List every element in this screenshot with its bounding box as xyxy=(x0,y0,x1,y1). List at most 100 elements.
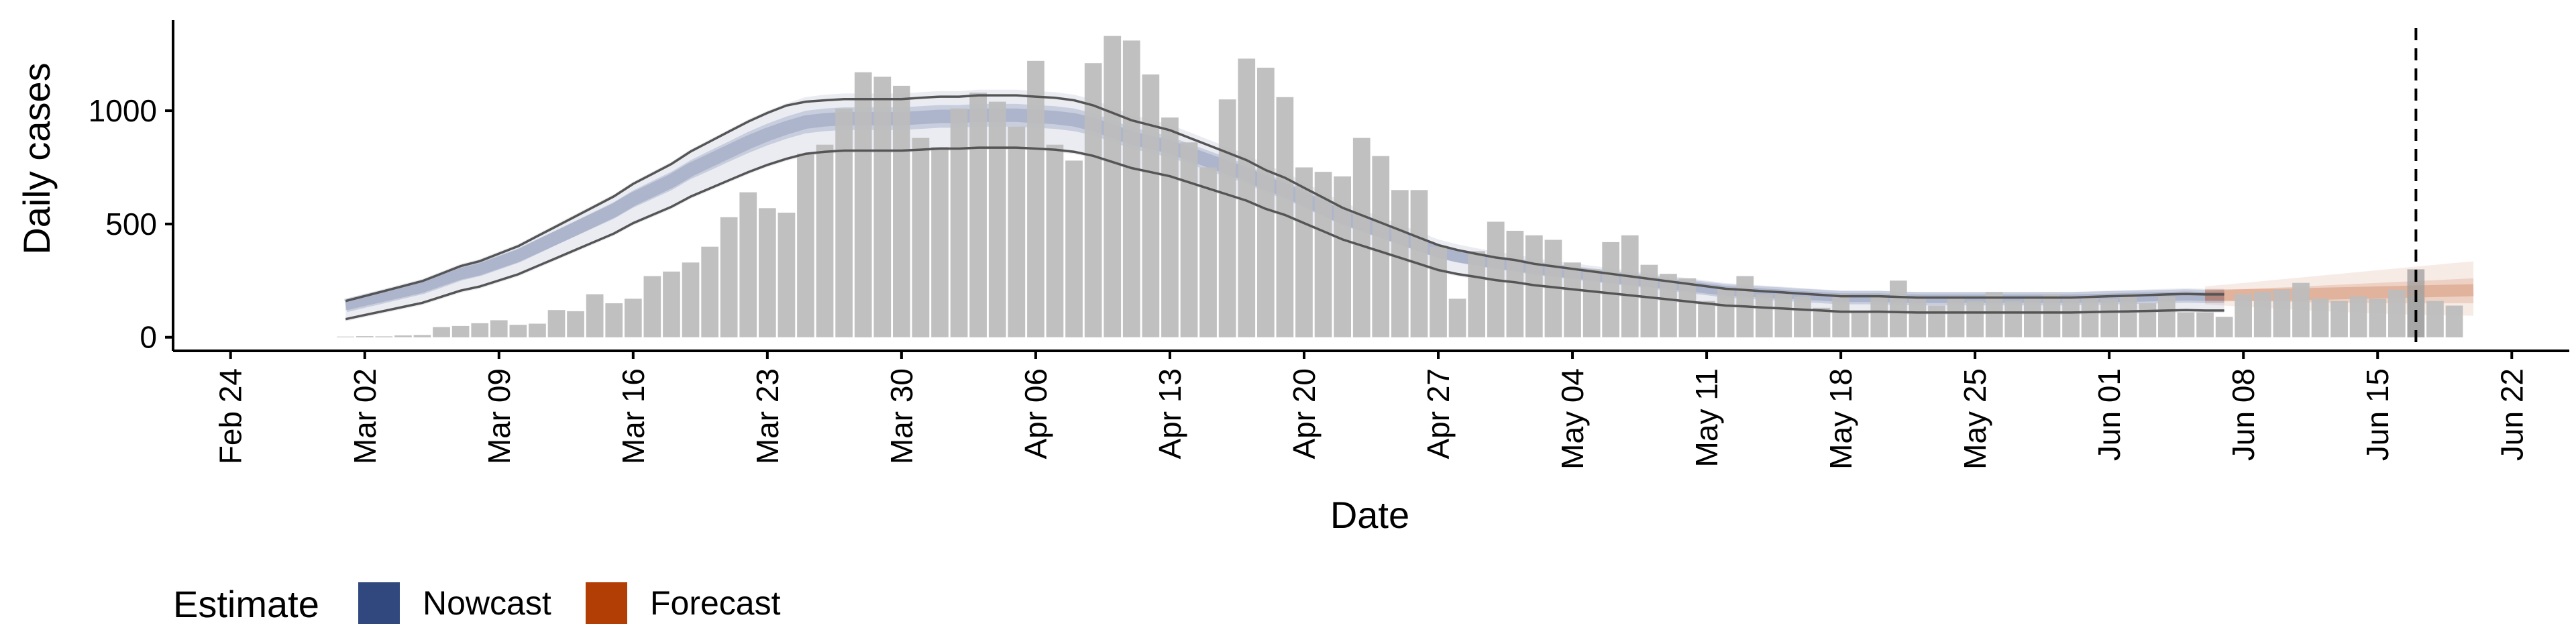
bar xyxy=(2119,294,2137,337)
bar xyxy=(567,311,584,337)
bar xyxy=(682,262,700,337)
bar xyxy=(1391,190,1409,337)
bar xyxy=(1065,160,1083,337)
bar xyxy=(2004,301,2023,337)
bar xyxy=(1104,36,1122,337)
bar xyxy=(547,310,566,337)
y-tick-label: 1000 xyxy=(89,93,157,128)
bar xyxy=(1640,264,1658,337)
bar xyxy=(356,336,374,337)
bar xyxy=(1621,235,1639,337)
bar xyxy=(2330,301,2348,337)
bar xyxy=(1334,176,1351,337)
bar xyxy=(529,323,546,337)
x-tick-label: Mar 16 xyxy=(616,368,651,464)
x-tick-label: May 11 xyxy=(1689,368,1724,467)
x-tick-label: Mar 02 xyxy=(347,368,382,464)
bar xyxy=(1564,262,1581,337)
bar xyxy=(1084,63,1102,337)
bar xyxy=(1678,278,1697,337)
x-tick-label: Mar 30 xyxy=(884,368,919,464)
nowcast-lower-line xyxy=(345,146,2224,321)
bar xyxy=(2235,294,2252,337)
bar xyxy=(739,192,757,337)
forecast-outer-band xyxy=(2205,261,2474,316)
bar xyxy=(413,335,431,337)
bar xyxy=(777,213,796,337)
bar xyxy=(1468,251,1485,337)
lines-layer xyxy=(345,28,2418,351)
x-tick-label: Jun 08 xyxy=(2226,368,2261,461)
bar xyxy=(1890,280,1907,337)
bar xyxy=(2273,289,2291,337)
bar xyxy=(1966,301,1984,337)
bar xyxy=(816,144,834,337)
x-tick-label: May 25 xyxy=(1957,368,1992,470)
bar xyxy=(1602,241,1619,337)
bar xyxy=(950,108,968,337)
bar xyxy=(1199,167,1217,337)
bar xyxy=(663,271,680,337)
y-tick-label: 0 xyxy=(140,320,157,355)
bar xyxy=(1372,156,1390,337)
bar xyxy=(1027,60,1044,337)
x-tick-label: Apr 20 xyxy=(1287,368,1322,460)
bar xyxy=(1582,269,1601,337)
bar xyxy=(2349,297,2367,337)
bar xyxy=(471,323,489,337)
x-tick-label: Apr 06 xyxy=(1018,368,1053,460)
bar xyxy=(1008,126,1026,337)
x-tick-label: Mar 23 xyxy=(750,368,785,464)
bar xyxy=(2445,305,2463,337)
bar xyxy=(1870,294,1888,337)
legend-label-nowcast: Nowcast xyxy=(423,584,551,622)
bar xyxy=(1813,307,1831,337)
bar xyxy=(1046,144,1064,337)
bar xyxy=(1295,167,1313,337)
bar xyxy=(625,299,642,337)
bar xyxy=(2311,299,2329,337)
nowcast-upper-line xyxy=(345,94,2224,303)
bar xyxy=(912,138,930,337)
bar xyxy=(605,303,623,337)
bar xyxy=(2388,289,2406,337)
x-tick-label: Feb 24 xyxy=(213,368,248,464)
bar xyxy=(433,327,450,337)
bar xyxy=(2062,297,2080,337)
bar xyxy=(1142,74,1160,337)
bar xyxy=(1774,294,1792,337)
legend-swatch-forecast xyxy=(586,582,627,624)
legend: Estimate Nowcast Forecast xyxy=(173,582,781,625)
bar xyxy=(2253,292,2271,337)
bar xyxy=(1218,99,1236,337)
bar xyxy=(873,76,892,337)
bar xyxy=(2177,312,2195,337)
bar xyxy=(1122,40,1140,337)
x-axis-title: Date xyxy=(1330,494,1409,536)
bar xyxy=(1909,297,1927,337)
bar xyxy=(1755,294,1773,337)
x-tick-label: Apr 27 xyxy=(1421,368,1456,460)
bar xyxy=(854,72,872,337)
bar xyxy=(2196,312,2214,337)
legend-title: Estimate xyxy=(173,583,319,625)
axes-layer: 0 500 1000 Feb 24 Mar 02 Mar 09 Mar 16 Mar 23 Ma… xyxy=(89,20,2569,470)
bar xyxy=(451,325,470,337)
bar xyxy=(2024,297,2041,337)
bar xyxy=(586,294,604,337)
bar xyxy=(2292,282,2310,337)
bar xyxy=(720,217,738,337)
bar xyxy=(835,108,853,337)
bar xyxy=(759,208,776,337)
bar xyxy=(2081,297,2099,337)
bar xyxy=(969,93,987,337)
bar xyxy=(2426,301,2444,337)
y-axis-title: Daily cases xyxy=(15,62,58,254)
x-tick-label: Apr 13 xyxy=(1152,368,1187,460)
bar xyxy=(1257,67,1275,337)
bar xyxy=(509,325,527,337)
x-tick-label: May 04 xyxy=(1555,368,1590,470)
bar xyxy=(490,320,508,337)
legend-swatch-nowcast xyxy=(358,582,400,624)
bar xyxy=(643,276,661,337)
